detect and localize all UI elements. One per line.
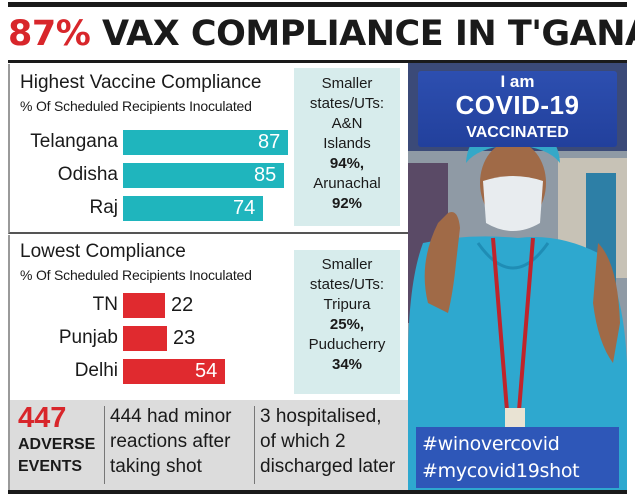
- highest-smaller-states-note: Smaller states/UTs: A&N Islands 94%, Aru…: [294, 68, 400, 226]
- headline: 87% VAX COMPLIANCE IN T'GANA: [8, 14, 635, 54]
- adverse-label-2: EVENTS: [18, 458, 83, 475]
- high-category-label: Telangana: [30, 131, 118, 152]
- lowest-chart-title: Lowest Compliance: [20, 241, 186, 262]
- i-am-vaccinated-banner: I am COVID-19 VACCINATED: [418, 71, 617, 147]
- banner-line-2: COVID-19: [455, 90, 580, 120]
- aside-line: A&N: [331, 115, 363, 132]
- lowest-smaller-states-note: Smaller states/UTs: Tripura 25%, Puduche…: [294, 250, 400, 394]
- aside-line: Arunachal: [313, 175, 381, 192]
- lowest-chart-subtitle: % Of Scheduled Recipients Inoculated: [20, 267, 252, 283]
- low-category-label: TN: [92, 294, 118, 315]
- top-rule: [8, 2, 627, 7]
- high-category-label: Raj: [89, 197, 118, 218]
- hashtag-2: #mycovid19shot: [422, 460, 580, 482]
- low-bar: [123, 326, 167, 351]
- aside-line: Tripura: [323, 296, 371, 313]
- aside-value: 34%: [331, 356, 363, 373]
- banner-line-1: I am: [500, 72, 535, 91]
- hashtag-1: #winovercovid: [422, 433, 560, 455]
- adverse-count: 447: [18, 402, 67, 434]
- high-category-label: Odisha: [57, 164, 118, 185]
- aside-line: Smaller: [321, 256, 373, 273]
- headline-percent: 87%: [8, 14, 91, 54]
- lowest-compliance-panel: Lowest Compliance % Of Scheduled Recipie…: [8, 235, 410, 400]
- high-bar: [123, 130, 288, 155]
- vaccinated-health-worker-photo: I am COVID-19 VACCINATED #winovercovid #…: [408, 63, 627, 490]
- aside-line: Puducherry: [308, 336, 386, 353]
- low-bar: [123, 359, 225, 384]
- minor-line: taking shot: [110, 456, 202, 477]
- minor-line: reactions after: [110, 431, 231, 452]
- highest-chart-title: Highest Vaccine Compliance: [20, 72, 262, 93]
- hosp-line: of which 2: [260, 431, 346, 452]
- aside-line: Islands: [323, 135, 371, 152]
- high-value-label: 85: [254, 164, 277, 186]
- high-bar: [123, 196, 263, 221]
- high-bar: [123, 163, 284, 188]
- aside-value: 25%,: [329, 316, 365, 333]
- adverse-events-footer: 447 ADVERSE EVENTS 444 had minor reactio…: [8, 400, 410, 490]
- bottom-rule: [8, 490, 627, 494]
- aside-line: states/UTs:: [309, 276, 385, 293]
- headline-text: VAX COMPLIANCE IN T'GANA: [90, 14, 635, 54]
- low-category-label: Punjab: [58, 327, 118, 348]
- highest-compliance-panel: Highest Vaccine Compliance % Of Schedule…: [8, 64, 410, 234]
- hashtag-band: [416, 427, 619, 488]
- aside-value: 94%,: [329, 155, 365, 172]
- aside-line: states/UTs:: [309, 95, 385, 112]
- hosp-line: discharged later: [260, 456, 396, 477]
- low-category-label: Delhi: [74, 360, 118, 381]
- hospitalised-text: 3 hospitalised, of which 2 discharged la…: [260, 404, 395, 479]
- adverse-label-1: ADVERSE: [18, 436, 96, 453]
- footer-divider: [104, 406, 105, 484]
- high-value-label: 87: [258, 131, 281, 153]
- minor-reactions-text: 444 had minor reactions after taking sho…: [110, 404, 231, 479]
- low-value-label: 23: [173, 327, 196, 349]
- headline-rule: [8, 60, 627, 63]
- low-value-label: 54: [195, 360, 218, 382]
- high-value-label: 74: [233, 197, 256, 219]
- aside-value: 92%: [331, 195, 363, 212]
- minor-line: 444 had minor: [110, 406, 232, 427]
- footer-divider: [254, 406, 255, 484]
- low-bar: [123, 293, 165, 318]
- aside-line: Smaller: [321, 75, 373, 92]
- banner-line-3: VACCINATED: [466, 124, 569, 141]
- hosp-line: 3 hospitalised,: [260, 406, 382, 427]
- low-value-label: 22: [171, 294, 194, 316]
- highest-chart-subtitle: % Of Scheduled Recipients Inoculated: [20, 98, 252, 114]
